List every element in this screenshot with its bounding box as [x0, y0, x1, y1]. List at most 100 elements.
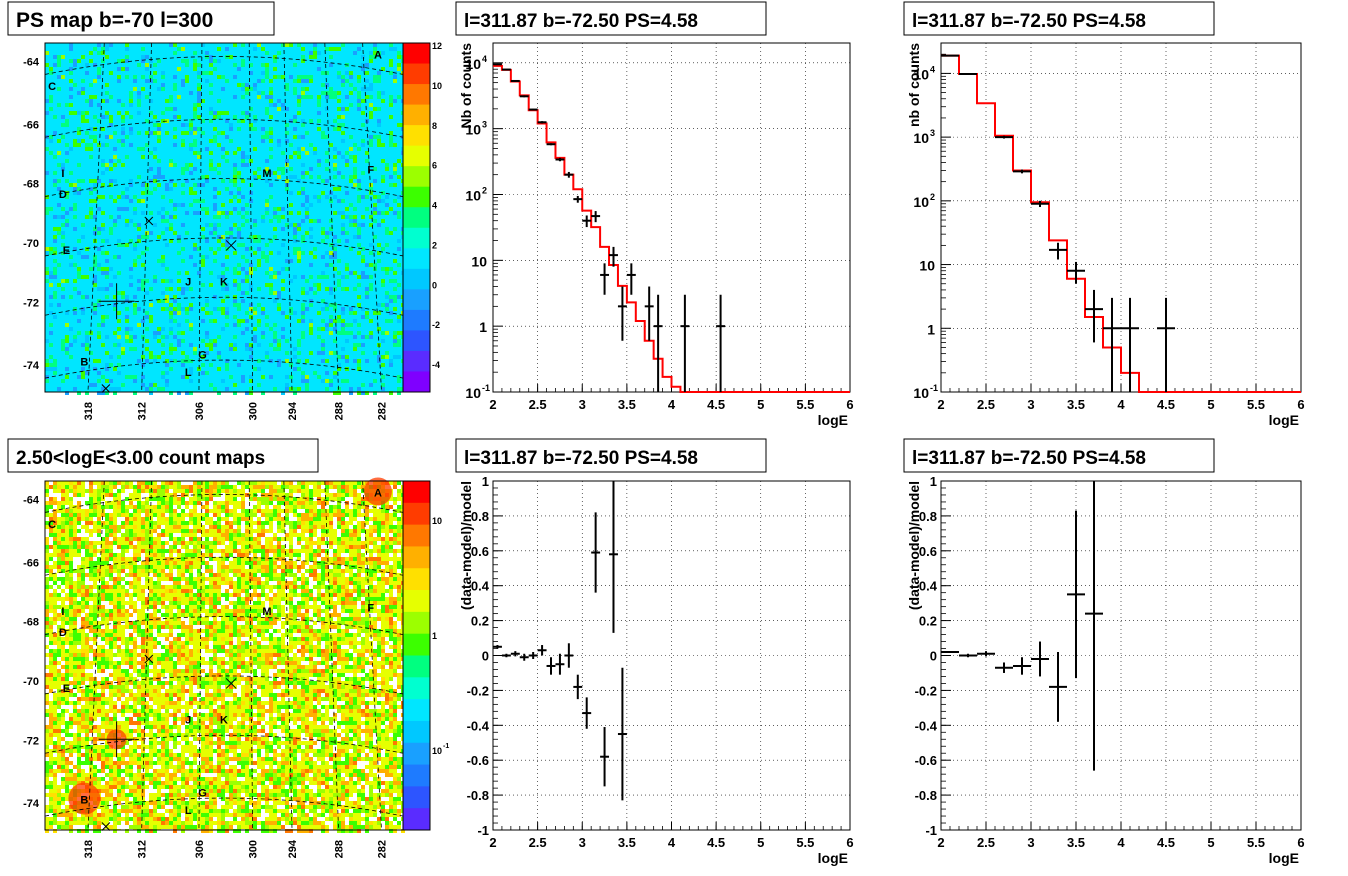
map-pixel [297, 653, 301, 657]
map-pixel [393, 295, 397, 299]
map-pixel [113, 219, 117, 223]
map-pixel [293, 557, 297, 561]
map-pixel [361, 573, 365, 577]
map-pixel [325, 95, 329, 99]
map-pixel [129, 533, 133, 537]
map-pixel [309, 657, 313, 661]
map-pixel [361, 215, 365, 219]
map-pixel [233, 601, 237, 605]
map-pixel [153, 625, 157, 629]
map-pixel [53, 481, 57, 485]
map-pixel [345, 653, 349, 657]
map-pixel [205, 207, 209, 211]
map-pixel [101, 513, 105, 517]
map-pixel [97, 497, 101, 501]
map-pixel [49, 497, 53, 501]
map-pixel [321, 319, 325, 323]
map-pixel [97, 371, 101, 375]
map-pixel [329, 565, 333, 569]
map-pixel [237, 481, 241, 485]
map-pixel [57, 621, 61, 625]
map-pixel [121, 605, 125, 609]
map-pixel [297, 493, 301, 497]
map-pixel [297, 211, 301, 215]
map-pixel [385, 577, 389, 581]
map-pixel [97, 609, 101, 613]
map-pixel [345, 163, 349, 167]
map-pixel [365, 79, 369, 83]
map-pixel [213, 585, 217, 589]
map-pixel [253, 597, 257, 601]
map-pixel [317, 649, 321, 653]
map-pixel [113, 391, 117, 395]
map-pixel [193, 263, 197, 267]
map-pixel [293, 91, 297, 95]
map-pixel [349, 629, 353, 633]
map-pixel [389, 605, 393, 609]
map-pixel [393, 497, 397, 501]
map-pixel [273, 505, 277, 509]
map-pixel [397, 247, 401, 251]
map-pixel [53, 363, 57, 367]
map-pixel [265, 131, 269, 135]
map-pixel [145, 67, 149, 71]
map-pixel [321, 271, 325, 275]
map-pixel [293, 127, 297, 131]
map-pixel [101, 609, 105, 613]
map-pixel [301, 311, 305, 315]
map-pixel [353, 167, 357, 171]
map-pixel [137, 553, 141, 557]
map-pixel [221, 593, 225, 597]
map-pixel [281, 171, 285, 175]
map-pixel [277, 139, 281, 143]
map-pixel [397, 525, 401, 529]
map-pixel [357, 275, 361, 279]
map-pixel [57, 637, 61, 641]
map-pixel [101, 657, 105, 661]
map-pixel [85, 371, 89, 375]
map-pixel [289, 625, 293, 629]
map-pixel [205, 581, 209, 585]
map-pixel [149, 665, 153, 669]
map-pixel [269, 155, 273, 159]
map-pixel [205, 529, 209, 533]
map-pixel [337, 605, 341, 609]
map-pixel [293, 347, 297, 351]
map-pixel [165, 553, 169, 557]
map-pixel [189, 171, 193, 175]
map-pixel [309, 569, 313, 573]
map-pixel [369, 625, 373, 629]
map-pixel [93, 359, 97, 363]
map-pixel [125, 75, 129, 79]
map-pixel [205, 513, 209, 517]
map-pixel [293, 355, 297, 359]
map-pixel [345, 609, 349, 613]
map-pixel [345, 545, 349, 549]
map-pixel [145, 347, 149, 351]
map-pixel [177, 331, 181, 335]
longitude-line [141, 42, 152, 393]
map-pixel [193, 545, 197, 549]
map-pixel [93, 537, 97, 541]
map-pixel [97, 557, 101, 561]
map-pixel [317, 351, 321, 355]
map-pixel [329, 489, 333, 493]
map-pixel [357, 95, 361, 99]
map-pixel [285, 387, 289, 391]
map-pixel [177, 565, 181, 569]
map-pixel [277, 343, 281, 347]
map-pixel [169, 537, 173, 541]
map-pixel [305, 661, 309, 665]
map-pixel [161, 215, 165, 219]
map-pixel [333, 235, 337, 239]
map-pixel [89, 593, 93, 597]
map-pixel [357, 569, 361, 573]
map-pixel [141, 629, 145, 633]
map-pixel [153, 533, 157, 537]
map-pixel [53, 115, 57, 119]
map-pixel [301, 645, 305, 649]
map-pixel [165, 299, 169, 303]
map-pixel [297, 501, 301, 505]
map-pixel [329, 55, 333, 59]
map-pixel [125, 331, 129, 335]
